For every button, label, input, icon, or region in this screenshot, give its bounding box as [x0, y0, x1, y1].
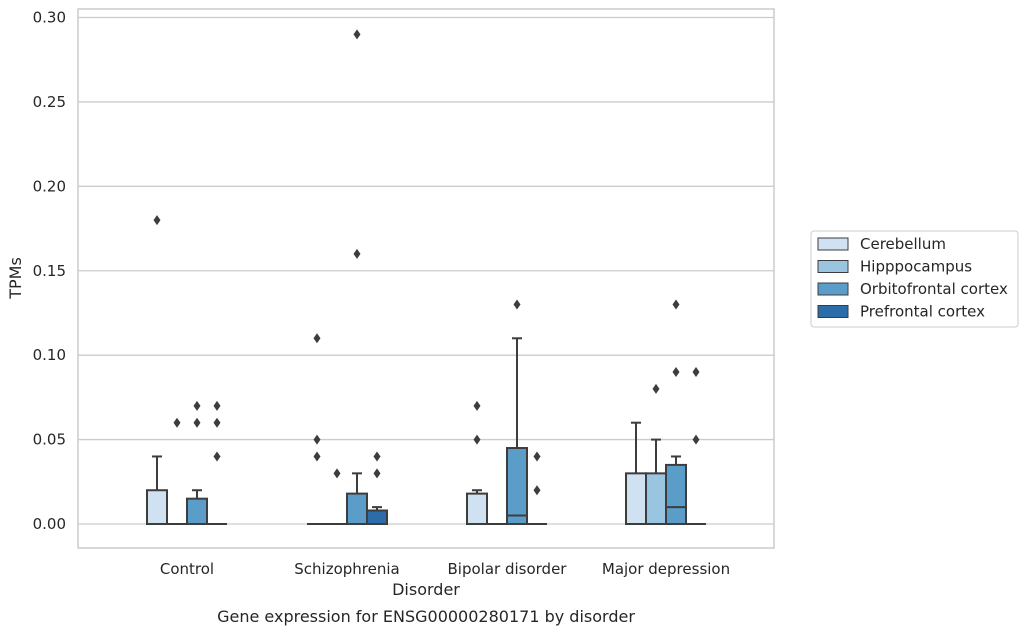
box-body: [186, 497, 208, 525]
outlier-point: [193, 417, 201, 428]
outlier-point: [533, 451, 541, 462]
y-tick-label: 0.25: [33, 93, 66, 111]
outlier-point: [313, 333, 321, 344]
outlier-point: [373, 468, 381, 479]
box-orbitofrontal-cortex: [665, 455, 687, 525]
outlier-point: [373, 451, 381, 462]
plot-area-frame: [77, 8, 775, 549]
box-body: [506, 447, 528, 525]
outlier-point: [193, 400, 201, 411]
x-tick-label: Schizophrenia: [294, 560, 399, 578]
box-hipppocampus: [645, 438, 667, 526]
outlier-point: [473, 434, 481, 445]
y-tick-label: 0.10: [33, 346, 66, 364]
y-tick-labels: 0.00 0.05 0.10 0.15 0.20 0.25 0.30: [33, 9, 66, 534]
legend: Cerebellum Hipppocampus Orbitofrontal cort…: [810, 230, 1019, 328]
x-tick-label: Control: [160, 560, 214, 578]
y-tick-label: 0.20: [33, 177, 66, 195]
legend-label: Cerebellum: [860, 235, 946, 253]
outlier-point: [672, 367, 680, 378]
legend-label: Prefrontal cortex: [860, 303, 985, 321]
box-cerebellum: [466, 489, 488, 525]
legend-swatch: [817, 282, 849, 296]
legend-items: Cerebellum Hipppocampus Orbitofrontal cort…: [817, 235, 1008, 321]
outlier-point: [333, 468, 341, 479]
box-prefrontal-cortex: [366, 506, 388, 526]
box-orbitofrontal-cortex: [346, 472, 368, 525]
box-orbitofrontal-cortex: [506, 337, 528, 525]
outlier-point: [692, 434, 700, 445]
outlier-point: [213, 417, 221, 428]
legend-swatch: [817, 305, 849, 318]
y-tick-label: 0.00: [33, 515, 66, 533]
legend-swatch: [817, 237, 849, 251]
outlier-point: [213, 400, 221, 411]
outlier-point: [153, 215, 161, 226]
outliers: [153, 29, 700, 496]
box-cerebellum: [625, 421, 647, 526]
y-tick-label: 0.30: [33, 9, 66, 27]
outlier-point: [353, 248, 361, 259]
box-body: [665, 463, 687, 525]
box-body: [366, 509, 388, 526]
gridlines: [78, 16, 774, 525]
x-tick-labels: Control Schizophrenia Bipolar disorder Majo…: [160, 560, 730, 578]
box-body: [645, 472, 667, 526]
box-body: [466, 492, 488, 525]
legend-label: Hipppocampus: [860, 258, 972, 276]
outlier-point: [173, 417, 181, 428]
outlier-point: [533, 485, 541, 496]
chart-title: Gene expression for ENSG00000280171 by d…: [217, 607, 635, 626]
y-tick-label: 0.05: [33, 431, 66, 449]
box-body: [625, 472, 647, 526]
outlier-point: [313, 434, 321, 445]
legend-swatch: [817, 260, 849, 273]
boxes: [146, 337, 706, 526]
legend-frame: [810, 230, 1019, 328]
outlier-point: [473, 400, 481, 411]
box-body: [146, 489, 168, 526]
outlier-point: [652, 383, 660, 394]
box-body: [346, 492, 368, 525]
legend-label: Orbitofrontal cortex: [860, 280, 1008, 298]
outlier-point: [672, 299, 680, 310]
x-axis-title: Disorder: [392, 580, 460, 599]
y-tick-label: 0.15: [33, 262, 66, 280]
outlier-point: [313, 451, 321, 462]
outlier-point: [692, 367, 700, 378]
outlier-point: [353, 29, 361, 40]
y-axis-title: TPMs: [6, 257, 25, 300]
x-tick-label: Bipolar disorder: [448, 560, 568, 578]
box-cerebellum: [146, 455, 168, 526]
x-tick-label: Major depression: [602, 560, 730, 578]
outlier-point: [213, 451, 221, 462]
outlier-point: [513, 299, 521, 310]
box-orbitofrontal-cortex: [186, 489, 208, 525]
